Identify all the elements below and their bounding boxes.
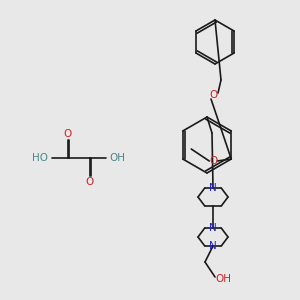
Text: N: N bbox=[209, 183, 217, 193]
Text: O: O bbox=[64, 129, 72, 139]
Text: O: O bbox=[209, 156, 218, 166]
Text: N: N bbox=[209, 223, 217, 233]
Text: O: O bbox=[210, 90, 218, 100]
Text: HO: HO bbox=[32, 153, 48, 163]
Text: O: O bbox=[86, 177, 94, 187]
Text: OH: OH bbox=[109, 153, 125, 163]
Text: N: N bbox=[209, 241, 217, 251]
Text: OH: OH bbox=[215, 274, 231, 284]
